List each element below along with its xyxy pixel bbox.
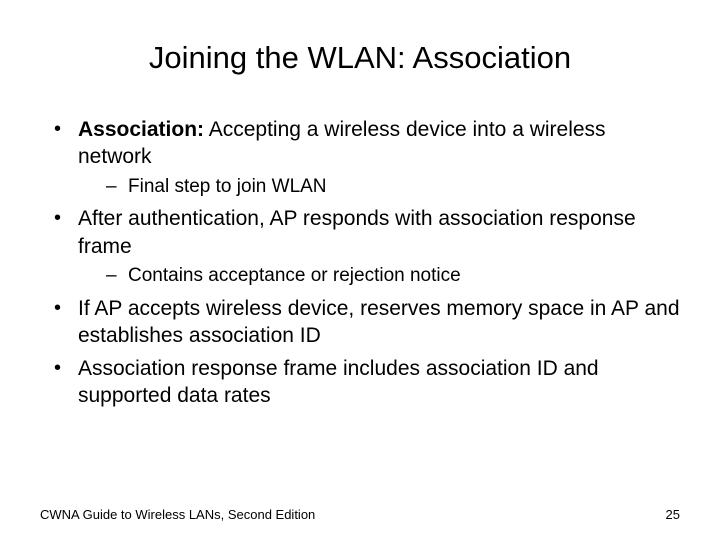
bullet-1-term: Association: [78, 118, 204, 141]
bullet-2-sublist: Contains acceptance or rejection notice [78, 264, 680, 289]
slide-title: Joining the WLAN: Association [40, 40, 680, 76]
bullet-list: Association: Accepting a wireless device… [40, 116, 680, 410]
page-number: 25 [666, 507, 680, 522]
bullet-2-text: After authentication, AP responds with a… [78, 207, 636, 257]
bullet-1-sub: Final step to join WLAN [102, 175, 680, 200]
bullet-2-sub: Contains acceptance or rejection notice [102, 264, 680, 289]
bullet-4: Association response frame includes asso… [50, 355, 680, 410]
slide: Joining the WLAN: Association Associatio… [0, 0, 720, 540]
bullet-1-sublist: Final step to join WLAN [78, 175, 680, 200]
footer-source: CWNA Guide to Wireless LANs, Second Edit… [40, 507, 315, 522]
bullet-2: After authentication, AP responds with a… [50, 205, 680, 288]
bullet-3: If AP accepts wireless device, reserves … [50, 295, 680, 350]
bullet-1: Association: Accepting a wireless device… [50, 116, 680, 199]
slide-content: Association: Accepting a wireless device… [40, 116, 680, 410]
footer: CWNA Guide to Wireless LANs, Second Edit… [40, 507, 680, 522]
